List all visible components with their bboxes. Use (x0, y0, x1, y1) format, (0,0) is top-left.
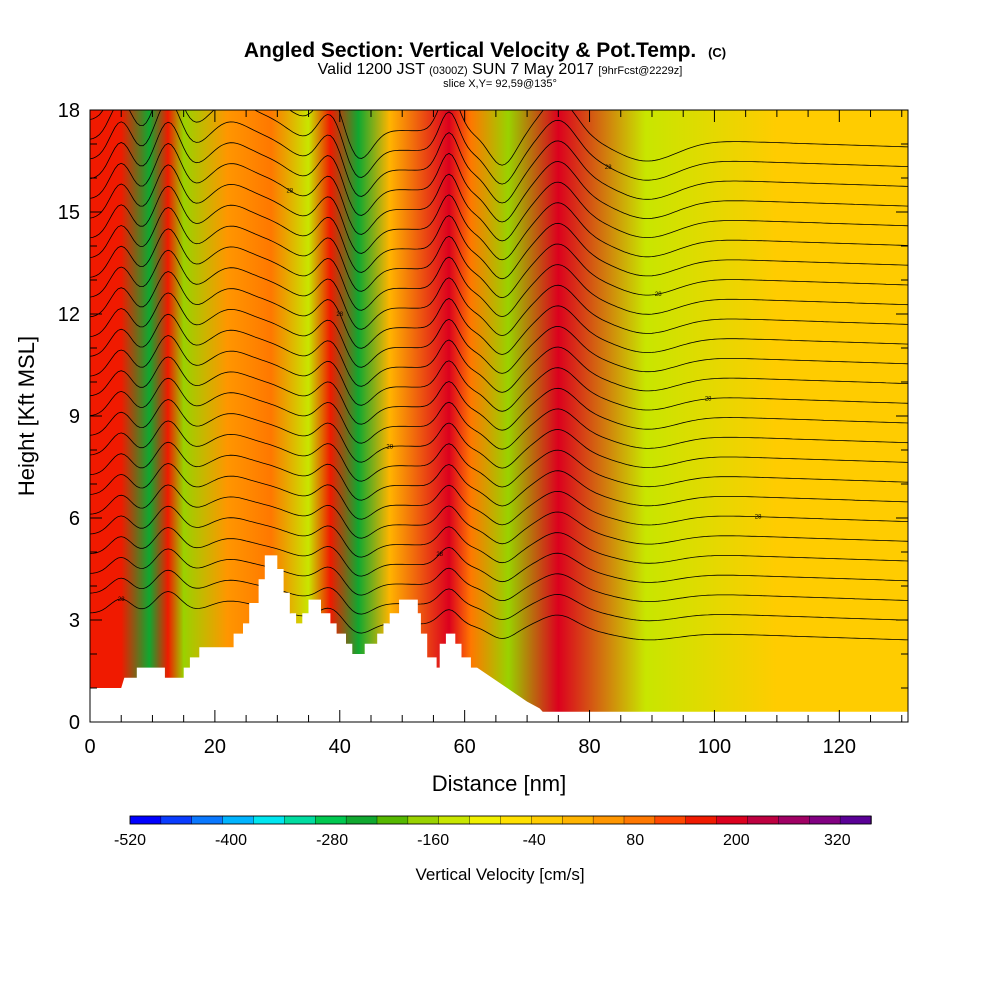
colorbar-swatch (315, 815, 347, 825)
isentrope-line (90, 335, 908, 412)
isentrope-line (90, 484, 908, 545)
isentrope-line (90, 185, 908, 280)
colorbar-swatch (129, 815, 162, 825)
x-tick-label: 20 (204, 736, 226, 758)
isentrope-line (90, 110, 908, 166)
isentrope-line (90, 228, 908, 318)
isentrope-line (90, 121, 908, 223)
colorbar-tick-label: 200 (723, 832, 750, 849)
colorbar-tick-label: 320 (824, 832, 851, 849)
isentrope-line (90, 110, 908, 185)
colorbar-swatch (222, 815, 255, 825)
isentrope-line (90, 505, 908, 564)
isentrope-label: 28 (336, 312, 343, 318)
isentrope-line (90, 249, 908, 337)
colorbar-swatch (469, 815, 502, 825)
velocity-field (90, 110, 908, 722)
colorbar: -520 -400 -280 -160 -40 80 200 320 (114, 815, 872, 849)
colorbar-swatch (500, 815, 533, 825)
isentrope-line (90, 292, 908, 374)
isentrope-label: 28 (605, 165, 612, 171)
colorbar-swatch (160, 815, 193, 825)
colorbar-swatch (716, 815, 749, 825)
y-tick-label: 3 (69, 610, 80, 632)
isentrope-label: 28 (286, 189, 293, 195)
colorbar-swatch (253, 815, 286, 825)
isentrope-label: 28 (705, 397, 712, 403)
isentrope-line (90, 441, 908, 507)
colorbar-tick-label: -280 (316, 832, 348, 849)
isentrope-line (90, 207, 908, 299)
colorbar-swatch (284, 815, 316, 825)
isentrope-line (90, 527, 908, 583)
y-tick-label: 15 (58, 202, 80, 224)
axes: 0 20 40 60 80 100 120 0 3 6 9 12 15 18 (58, 100, 908, 758)
isentrope-line (90, 313, 908, 393)
isentrope-line (90, 356, 908, 431)
isentrope-label: 28 (655, 292, 662, 298)
isentrope-label: 28 (386, 445, 393, 451)
x-tick-label: 120 (823, 736, 856, 758)
isentrope-line (90, 143, 908, 242)
isentrope-line (90, 591, 908, 641)
x-axis-title: Distance [nm] (432, 771, 567, 796)
plot-area: 28 28 28 28 28 28 28 28 28 (90, 110, 908, 722)
colorbar-swatch (438, 815, 471, 825)
y-tick-label: 0 (69, 712, 80, 734)
colorbar-tick-label: -40 (523, 832, 546, 849)
isentrope-line (90, 399, 908, 469)
colorbar-swatch (531, 815, 563, 825)
isentrope-line (90, 548, 908, 602)
colorbar-swatch (778, 815, 810, 825)
isentrope-label: 28 (755, 515, 762, 521)
isentrope-line (90, 110, 908, 204)
isentrope-line (90, 271, 908, 355)
isentrope-contours: 28 28 28 28 28 28 28 28 28 (90, 110, 908, 641)
colorbar-swatch (654, 815, 687, 825)
isentrope-line (90, 463, 908, 526)
colorbar-tick-label: -400 (215, 832, 247, 849)
colorbar-swatch (345, 815, 378, 825)
x-tick-label: 60 (454, 736, 476, 758)
x-tick-label: 0 (84, 736, 95, 758)
colorbar-frame (129, 815, 872, 825)
isentrope-line (90, 164, 908, 261)
colorbar-tick-label: 80 (626, 832, 644, 849)
colorbar-swatch (191, 815, 224, 825)
colorbar-swatch (562, 815, 594, 825)
colorbar-title: Vertical Velocity [cm/s] (415, 865, 584, 884)
isentrope-line (90, 569, 908, 622)
colorbar-swatch (376, 815, 409, 825)
x-tick-label: 100 (698, 736, 731, 758)
colorbar-swatch (407, 815, 440, 825)
chart-title: Angled Section: Vertical Velocity & Pot.… (244, 39, 726, 62)
colorbar-swatch (623, 815, 656, 825)
colorbar-swatch (592, 815, 625, 825)
y-tick-label: 18 (58, 100, 80, 122)
y-tick-label: 6 (69, 508, 80, 530)
isentrope-line (90, 377, 908, 450)
x-tick-label: 80 (578, 736, 600, 758)
y-tick-label: 9 (69, 406, 80, 428)
isentrope-label: 28 (436, 552, 443, 558)
colorbar-swatch (809, 815, 841, 825)
colorbar-swatch (685, 815, 718, 825)
colorbar-swatch (839, 815, 872, 825)
x-tick-label: 40 (329, 736, 351, 758)
isentrope-line (90, 420, 908, 488)
y-axis-title: Height [Kft MSL] (14, 336, 39, 496)
colorbar-swatch (747, 815, 780, 825)
colorbar-tick-label: -520 (114, 832, 146, 849)
chart-subtitle-slice: slice X,Y= 92,59@135° (443, 78, 557, 90)
colorbar-tick-label: -160 (417, 832, 449, 849)
chart-subtitle-valid: Valid 1200 JST (0300Z) SUN 7 May 2017 [9… (318, 61, 683, 78)
y-tick-label: 12 (58, 304, 80, 326)
terrain (90, 555, 908, 722)
isentrope-label: 28 (118, 597, 125, 603)
